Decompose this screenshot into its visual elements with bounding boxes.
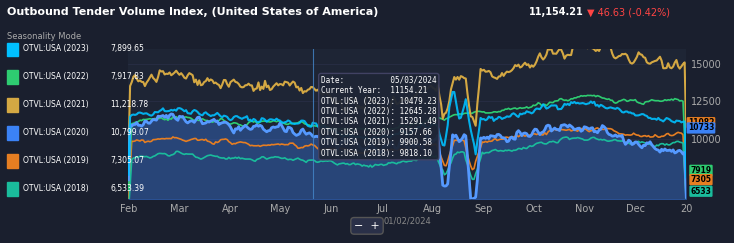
Text: −  +: − + xyxy=(354,221,380,231)
X-axis label: 01/02/2024: 01/02/2024 xyxy=(383,217,432,226)
Text: 10,799.07: 10,799.07 xyxy=(110,128,149,137)
Text: OTVL:USA (2019): OTVL:USA (2019) xyxy=(23,156,90,165)
Text: OTVL:USA (2022): OTVL:USA (2022) xyxy=(23,72,89,81)
Text: 7,305.07: 7,305.07 xyxy=(110,156,144,165)
Text: 7,899.65: 7,899.65 xyxy=(110,44,144,53)
Text: OTVL:USA (2020): OTVL:USA (2020) xyxy=(23,128,90,137)
Text: 11,218.78: 11,218.78 xyxy=(110,100,148,109)
Text: 7,917.83: 7,917.83 xyxy=(110,72,144,81)
Text: Seasonality Mode: Seasonality Mode xyxy=(7,32,81,41)
Text: 7919: 7919 xyxy=(691,166,711,175)
Text: OTVL:USA (2018): OTVL:USA (2018) xyxy=(23,184,89,193)
Text: Date:          05/03/2024
Current Year:  11154.21
OTVL:USA (2023): 10479.23
OTVL: Date: 05/03/2024 Current Year: 11154.21 … xyxy=(321,76,437,157)
Text: Outbound Tender Volume Index, (United States of America): Outbound Tender Volume Index, (United St… xyxy=(7,7,379,17)
Text: 6533: 6533 xyxy=(691,187,711,196)
Text: 6,533.39: 6,533.39 xyxy=(110,184,144,193)
Text: OTVL:USA (2021): OTVL:USA (2021) xyxy=(23,100,89,109)
Text: 11,154.21: 11,154.21 xyxy=(528,7,584,17)
Text: ▼ 46.63 (-0.42%): ▼ 46.63 (-0.42%) xyxy=(587,7,670,17)
Text: OTVL:USA (2023): OTVL:USA (2023) xyxy=(23,44,90,53)
Text: 11082: 11082 xyxy=(688,118,714,127)
Text: 7305: 7305 xyxy=(691,175,711,184)
Text: 10733: 10733 xyxy=(688,123,714,132)
